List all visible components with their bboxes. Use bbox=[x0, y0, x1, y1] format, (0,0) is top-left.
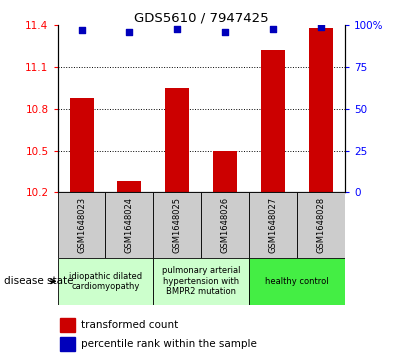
Text: GSM1648023: GSM1648023 bbox=[77, 197, 86, 253]
Text: idiopathic dilated
cardiomyopathy: idiopathic dilated cardiomyopathy bbox=[69, 272, 142, 291]
Bar bbox=[261, 50, 285, 192]
Point bbox=[318, 24, 325, 30]
Text: percentile rank within the sample: percentile rank within the sample bbox=[81, 339, 256, 350]
Bar bbox=[297, 192, 345, 258]
Bar bbox=[106, 192, 153, 258]
Bar bbox=[153, 192, 201, 258]
Bar bbox=[118, 181, 141, 192]
Bar bbox=[249, 258, 345, 305]
Text: GSM1648026: GSM1648026 bbox=[221, 197, 230, 253]
Text: GSM1648027: GSM1648027 bbox=[269, 197, 278, 253]
Text: transformed count: transformed count bbox=[81, 320, 178, 330]
Bar bbox=[213, 151, 237, 192]
Bar bbox=[249, 192, 297, 258]
Bar bbox=[58, 258, 153, 305]
Point bbox=[270, 26, 277, 32]
Bar bbox=[69, 98, 94, 192]
Text: GSM1648025: GSM1648025 bbox=[173, 197, 182, 253]
Text: GSM1648028: GSM1648028 bbox=[317, 197, 326, 253]
Bar bbox=[165, 88, 189, 192]
Text: healthy control: healthy control bbox=[266, 277, 329, 286]
Title: GDS5610 / 7947425: GDS5610 / 7947425 bbox=[134, 11, 269, 24]
Bar bbox=[201, 192, 249, 258]
Bar bbox=[309, 28, 333, 192]
Bar bbox=[153, 258, 249, 305]
Bar bbox=[60, 318, 75, 332]
Text: GSM1648024: GSM1648024 bbox=[125, 197, 134, 253]
Bar bbox=[58, 192, 106, 258]
Point bbox=[126, 29, 133, 35]
Bar bbox=[60, 337, 75, 351]
Point bbox=[222, 29, 229, 35]
Point bbox=[78, 28, 85, 33]
Text: pulmonary arterial
hypertension with
BMPR2 mutation: pulmonary arterial hypertension with BMP… bbox=[162, 266, 240, 296]
Point bbox=[174, 26, 181, 32]
Text: disease state: disease state bbox=[4, 276, 74, 286]
